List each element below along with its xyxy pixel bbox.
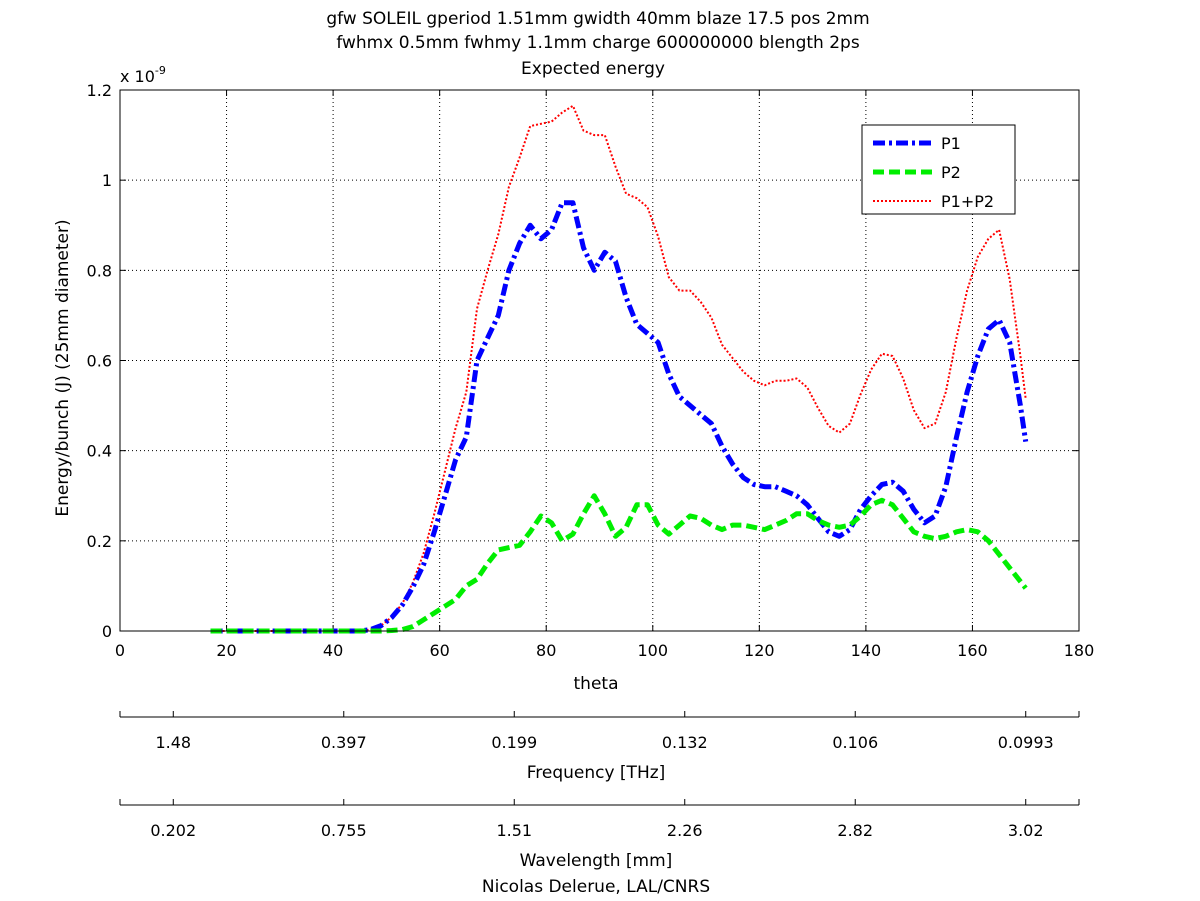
plot-frame <box>119 89 1080 632</box>
secondary-tick-label: 0.202 <box>150 821 196 840</box>
author-credit: Nicolas Delerue, LAL/CNRS <box>482 877 710 897</box>
secondary-tick-label: 2.82 <box>837 821 873 840</box>
y-axis-label: Energy/bunch (J) (25mm diameter) <box>53 219 73 516</box>
secondary-tick-label: 3.02 <box>1008 821 1044 840</box>
y-tick-label: 0.4 <box>87 442 112 461</box>
legend-label-p2: P2 <box>941 163 961 182</box>
secondary-tick-label: 1.51 <box>496 821 532 840</box>
x-tick-label: 180 <box>1064 641 1095 660</box>
y-axis: 0 0.2 0.4 0.6 0.8 1 1.2 <box>87 81 1079 641</box>
legend-box <box>861 124 1016 215</box>
chart-title-line-1: gfw SOLEIL gperiod 1.51mm gwidth 40mm bl… <box>326 9 869 29</box>
wavelength-axis: 0.202 0.755 1.51 2.26 2.82 3.02 <box>119 799 1080 840</box>
chart-subtitle: Expected energy <box>521 59 665 79</box>
secondary-tick-label: 0.132 <box>662 733 708 752</box>
chart-title-line-2: fwhmx 0.5mm fwhmy 1.1mm charge 600000000… <box>336 33 860 53</box>
frequency-axis-label: Frequency [THz] <box>527 763 666 783</box>
y-tick-label: 0.8 <box>87 261 112 280</box>
x-tick-label: 0 <box>115 641 125 660</box>
series-group <box>210 104 1029 634</box>
y-tick-label: 0 <box>102 622 112 641</box>
y-tick-label: 1 <box>102 171 112 190</box>
x-tick-label: 40 <box>323 641 343 660</box>
x-tick-label: 60 <box>429 641 449 660</box>
secondary-tick-label: 0.397 <box>321 733 367 752</box>
secondary-tick-label: 1.48 <box>155 733 191 752</box>
x-axis: 0 20 40 60 80 100 120 140 160 180 <box>115 90 1094 660</box>
secondary-tick-label: 0.755 <box>321 821 367 840</box>
legend: P1 P2 P1+P2 <box>861 124 1016 215</box>
y-exponent-label: x 10-9 <box>120 64 166 86</box>
secondary-tick-label: 0.0993 <box>998 733 1054 752</box>
y-exponent-power: -9 <box>155 64 166 77</box>
secondary-tick-label: 0.199 <box>491 733 537 752</box>
x-tick-label: 80 <box>536 641 556 660</box>
legend-label-p1p2: P1+P2 <box>941 192 994 211</box>
y-tick-label: 0.6 <box>87 352 112 371</box>
series-line-p2 <box>210 493 1028 634</box>
x-tick-label: 120 <box>744 641 775 660</box>
frequency-axis: 1.48 0.397 0.199 0.132 0.106 0.0993 <box>119 711 1080 752</box>
secondary-tick-label: 2.26 <box>667 821 703 840</box>
x-tick-label: 100 <box>638 641 669 660</box>
series-line-p1 <box>210 200 1029 634</box>
x-tick-label: 140 <box>851 641 882 660</box>
wavelength-axis-label: Wavelength [mm] <box>520 851 673 871</box>
x-axis-label: theta <box>574 674 619 694</box>
series-line-p1p2 <box>210 104 1027 632</box>
x-tick-label: 20 <box>216 641 236 660</box>
secondary-tick-label: 0.106 <box>832 733 878 752</box>
y-tick-label: 1.2 <box>87 81 112 100</box>
y-tick-label: 0.2 <box>87 532 112 551</box>
x-tick-label: 160 <box>957 641 988 660</box>
legend-label-p1: P1 <box>941 134 961 153</box>
